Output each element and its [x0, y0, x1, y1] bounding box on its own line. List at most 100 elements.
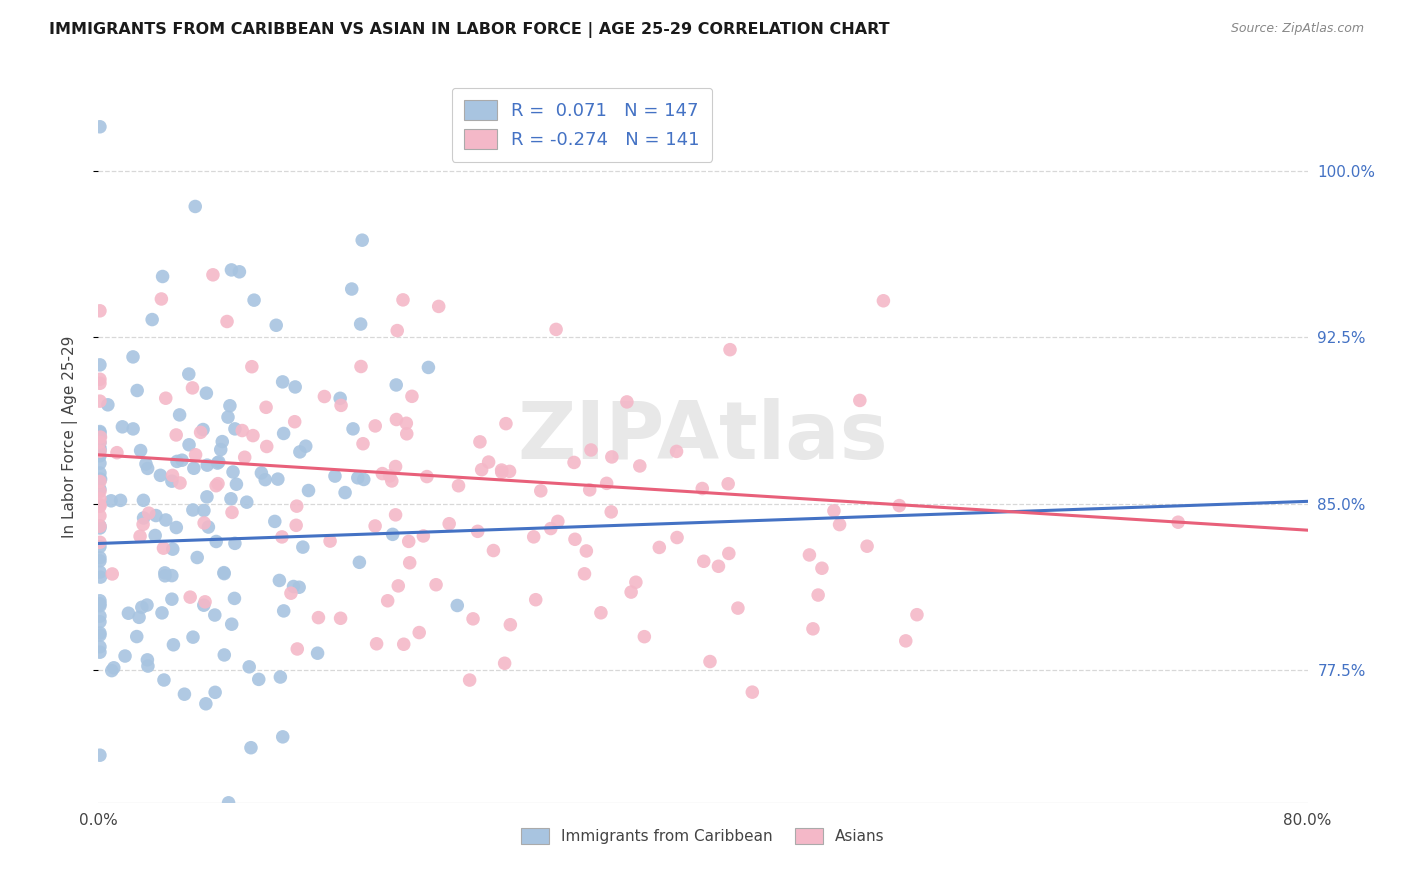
- Point: [384, 459, 406, 474]
- Point: [329, 611, 352, 625]
- Point: [547, 514, 569, 528]
- Point: [401, 389, 423, 403]
- Point: [128, 610, 150, 624]
- Point: [89, 430, 111, 444]
- Point: [385, 412, 408, 426]
- Point: [221, 505, 243, 519]
- Point: [905, 607, 928, 622]
- Point: [89, 640, 111, 654]
- Point: [132, 511, 155, 525]
- Point: [89, 550, 111, 565]
- Point: [89, 570, 111, 584]
- Point: [600, 450, 623, 464]
- Point: [127, 384, 149, 398]
- Point: [214, 648, 236, 662]
- Point: [89, 444, 111, 458]
- Point: [665, 444, 688, 458]
- Point: [364, 519, 387, 533]
- Point: [162, 638, 184, 652]
- Point: [398, 534, 420, 549]
- Point: [392, 637, 415, 651]
- Point: [197, 520, 219, 534]
- Point: [238, 660, 260, 674]
- Point: [125, 630, 148, 644]
- Point: [385, 378, 408, 392]
- Point: [717, 546, 740, 560]
- Point: [117, 606, 139, 620]
- Point: [89, 645, 111, 659]
- Point: [564, 533, 586, 547]
- Point: [437, 516, 460, 531]
- Point: [190, 425, 212, 440]
- Point: [193, 598, 215, 612]
- Point: [242, 428, 264, 442]
- Point: [285, 518, 308, 533]
- Point: [193, 503, 215, 517]
- Point: [648, 541, 671, 555]
- Point: [141, 312, 163, 326]
- Point: [170, 453, 193, 467]
- Point: [491, 463, 513, 477]
- Point: [114, 648, 136, 663]
- Point: [387, 579, 409, 593]
- Point: [285, 499, 308, 513]
- Point: [624, 575, 647, 590]
- Point: [149, 468, 172, 483]
- Point: [89, 565, 111, 579]
- Point: [288, 580, 311, 594]
- Point: [707, 559, 730, 574]
- Point: [271, 530, 294, 544]
- Point: [494, 657, 516, 671]
- Point: [162, 542, 184, 557]
- Point: [89, 376, 111, 391]
- Point: [194, 697, 217, 711]
- Point: [294, 439, 316, 453]
- Point: [165, 520, 187, 534]
- Point: [330, 398, 353, 412]
- Point: [333, 485, 356, 500]
- Point: [350, 317, 373, 331]
- Point: [491, 465, 513, 479]
- Point: [589, 606, 612, 620]
- Point: [212, 566, 235, 581]
- Point: [254, 401, 277, 415]
- Point: [89, 303, 111, 318]
- Point: [181, 381, 204, 395]
- Point: [162, 468, 184, 483]
- Point: [377, 594, 399, 608]
- Point: [425, 578, 447, 592]
- Point: [273, 426, 295, 441]
- Point: [177, 438, 200, 452]
- Point: [353, 473, 375, 487]
- Point: [578, 483, 600, 497]
- Point: [478, 455, 501, 469]
- Point: [101, 566, 124, 581]
- Point: [131, 600, 153, 615]
- Point: [89, 491, 111, 506]
- Point: [352, 233, 374, 247]
- Point: [89, 425, 111, 439]
- Point: [633, 630, 655, 644]
- Point: [186, 550, 208, 565]
- Point: [169, 475, 191, 490]
- Point: [89, 435, 111, 450]
- Point: [152, 269, 174, 284]
- Point: [89, 594, 111, 608]
- Point: [799, 548, 821, 562]
- Point: [89, 372, 111, 386]
- Point: [89, 394, 111, 409]
- Point: [103, 661, 125, 675]
- Point: [89, 554, 111, 568]
- Point: [122, 350, 145, 364]
- Point: [224, 536, 246, 550]
- Point: [89, 500, 111, 514]
- Point: [371, 467, 394, 481]
- Point: [89, 599, 111, 613]
- Point: [575, 544, 598, 558]
- Point: [616, 395, 638, 409]
- Point: [218, 796, 240, 810]
- Point: [530, 483, 553, 498]
- Point: [89, 521, 111, 535]
- Point: [101, 664, 124, 678]
- Point: [807, 588, 830, 602]
